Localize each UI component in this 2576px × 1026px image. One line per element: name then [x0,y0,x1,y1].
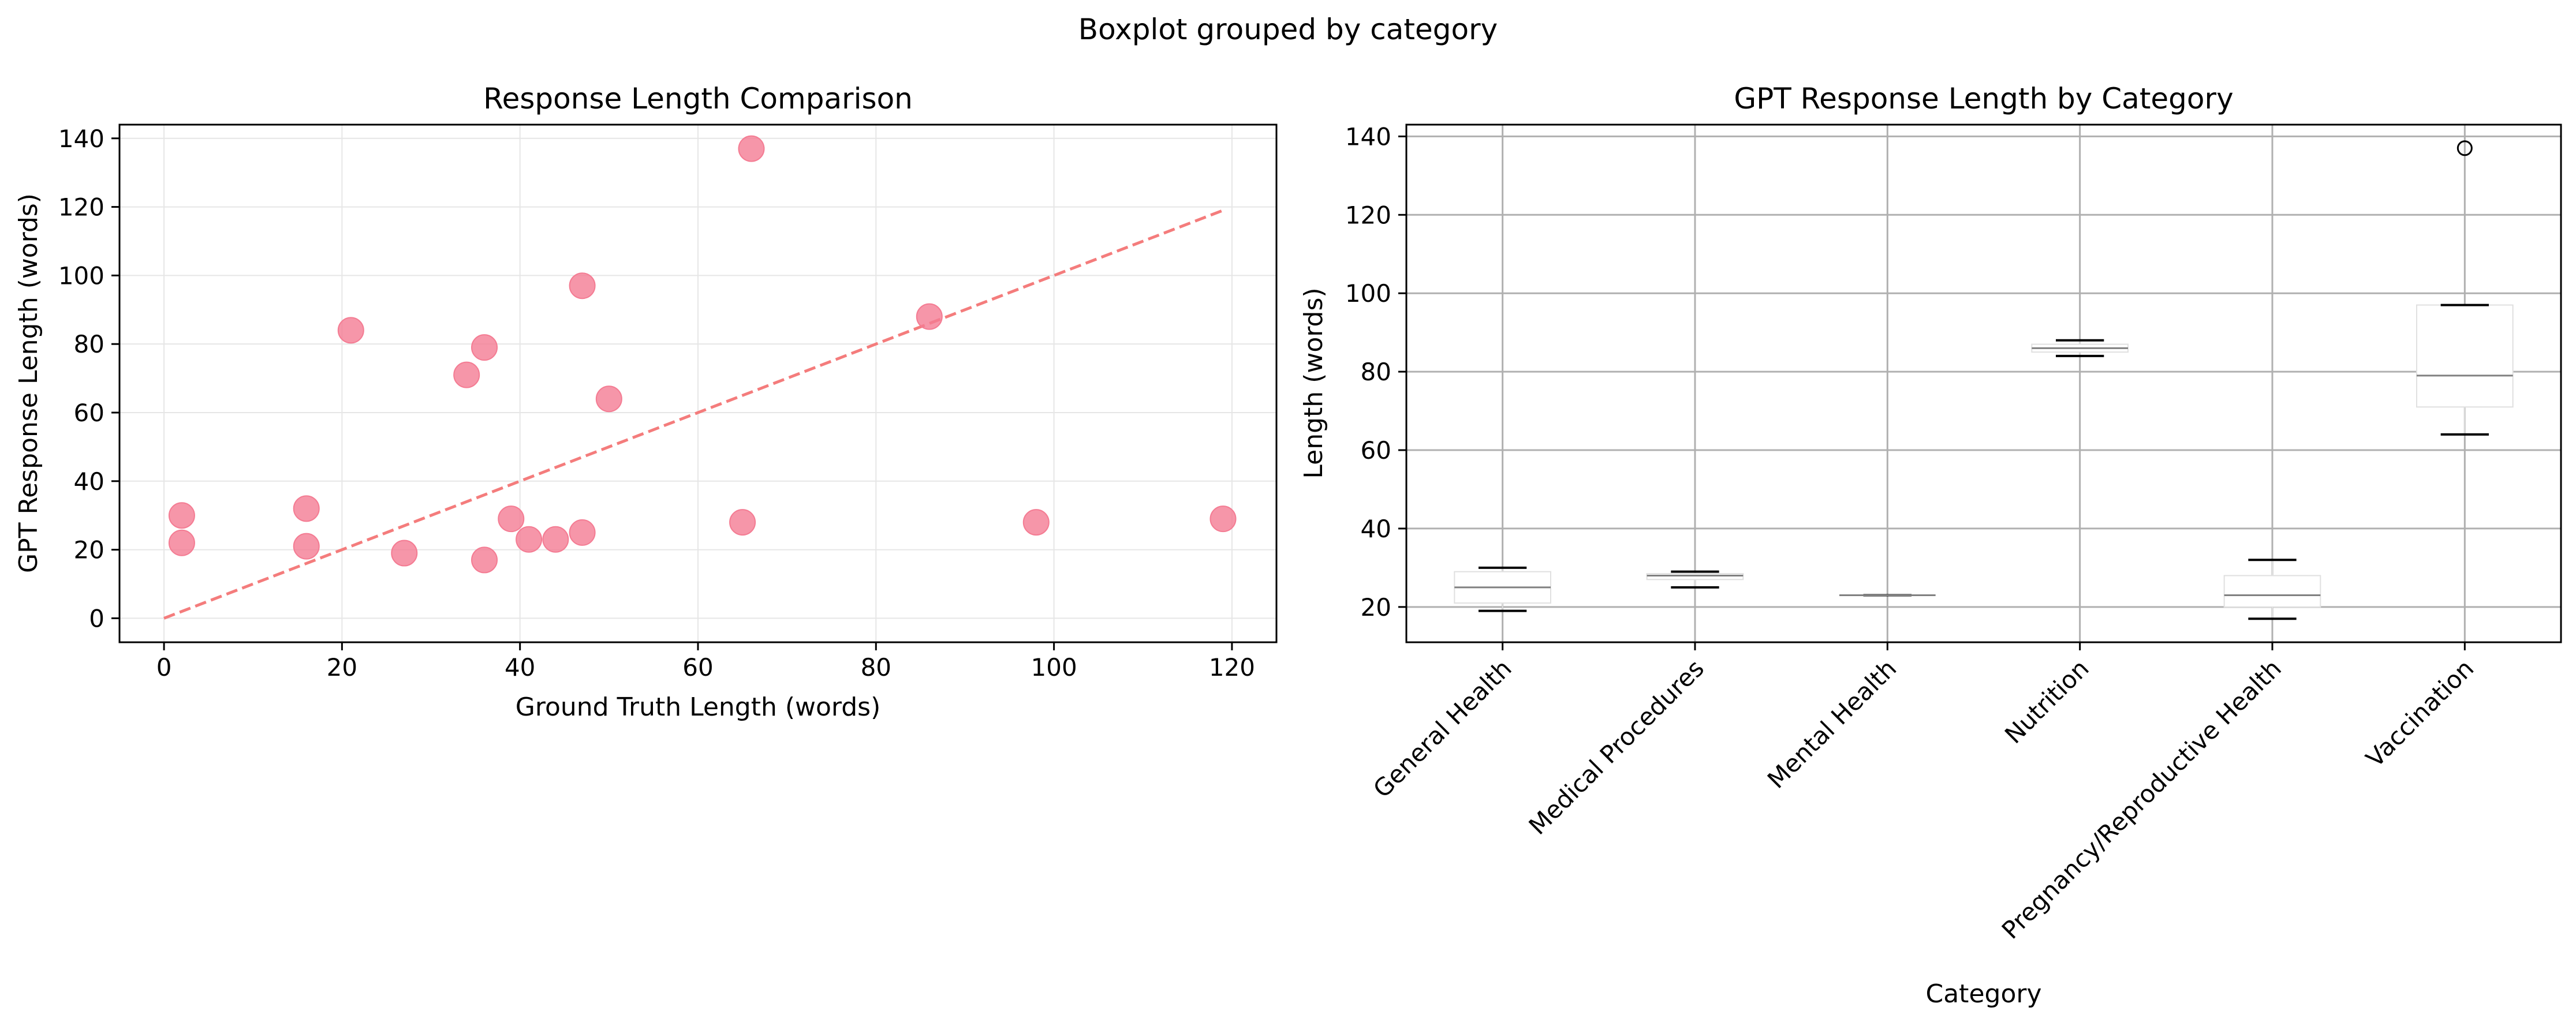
scatter-point [1022,509,1050,536]
scatter-point [453,361,480,388]
boxplot-y-tick-label: 120 [1345,201,1391,229]
boxplot-x-tick-label: General Health [1368,654,1517,803]
scatter-y-ticks: 0 20 40 60 80 100 120 140 [58,125,120,632]
scatter-point [729,509,756,536]
scatter-point [391,540,418,567]
scatter-gridlines [120,125,1276,642]
scatter-x-ticks: 0 20 40 60 80 100 120 [156,642,1255,681]
box-1 [1454,566,1551,612]
boxplot-y-ticks: 20 40 60 80 100 120 140 [1345,122,1406,621]
scatter-y-tick-label: 20 [74,536,104,564]
boxplot-y-axis-label: Length (words) [1299,287,1328,478]
boxplot-chart-title: GPT Response Length by Category [1734,82,2233,115]
boxplot-boxes [1454,140,2514,620]
scatter-point [569,272,596,299]
scatter-point [471,546,498,574]
scatter-point [569,519,596,546]
scatter-points [168,135,1237,574]
scatter-x-axis-label: Ground Truth Length (words) [516,692,881,722]
scatter-point [168,529,195,556]
box-6 [2416,140,2514,436]
boxplot-x-tick-label: Mental Health [1762,654,1902,793]
boxplot-y-tick-label: 20 [1361,593,1391,621]
scatter-y-tick-label: 0 [89,604,104,632]
scatter-point [738,135,765,162]
boxplot-x-tick-label: Medical Procedures [1524,654,1710,840]
boxplot-y-tick-label: 60 [1361,436,1391,465]
boxplot-y-tick-label: 100 [1345,279,1391,308]
box-5 [2223,559,2321,620]
scatter-x-tick-label: 0 [156,653,172,681]
scatter-reference-line [163,209,1224,620]
scatter-chart: Response Length Comparison 0 20 40 60 80 100 1… [14,82,1278,722]
boxplot-chart: GPT Response Length by Category General … [1299,82,2562,1009]
boxplot-y-tick-label: 140 [1345,122,1391,151]
scatter-point [1209,505,1237,533]
scatter-x-tick-label: 20 [327,653,357,681]
scatter-point [293,495,320,522]
scatter-y-axis-label: GPT Response Length (words) [14,193,43,573]
boxplot-y-tick-label: 40 [1361,515,1391,543]
scatter-x-tick-label: 60 [682,653,713,681]
box-flier [2456,140,2473,156]
box-iqr [2416,304,2514,408]
scatter-x-tick-label: 120 [1209,653,1255,681]
scatter-point [471,334,498,361]
scatter-y-tick-label: 80 [74,330,104,358]
box-4 [2031,339,2129,357]
box-iqr [2223,575,2321,608]
boxplot-x-tick-label: Nutrition [1999,654,2095,749]
box-iqr [1646,573,1744,581]
boxplot-plot-frame [1405,123,2562,643]
scatter-chart-title: Response Length Comparison [483,82,913,115]
scatter-x-tick-label: 80 [861,653,891,681]
boxplot-x-axis-label: Category [1926,979,2042,1009]
figure-suptitle: Boxplot grouped by category [1078,13,1498,46]
scatter-x-tick-label: 100 [1031,653,1077,681]
scatter-point [595,385,622,413]
boxplot-x-ticks: General Health Medical Procedures Mental H… [1368,642,2479,945]
scatter-point [916,303,943,330]
scatter-point [337,317,364,344]
scatter-y-tick-label: 120 [58,193,104,222]
scatter-y-tick-label: 40 [74,467,104,496]
scatter-y-tick-label: 140 [58,125,104,153]
scatter-point [168,502,195,529]
scatter-y-tick-label: 60 [74,399,104,427]
scatter-point [516,526,543,553]
scatter-x-tick-label: 40 [505,653,535,681]
boxplot-y-tick-label: 80 [1361,358,1391,386]
boxplot-gridlines [1406,125,2561,642]
scatter-point [293,533,320,560]
scatter-point [542,526,569,553]
box-2 [1646,570,1744,589]
reference-line [163,209,1224,620]
scatter-y-tick-label: 100 [58,261,104,290]
scatter-point [498,505,525,533]
boxplot-x-tick-label: Vaccination [2361,654,2480,773]
